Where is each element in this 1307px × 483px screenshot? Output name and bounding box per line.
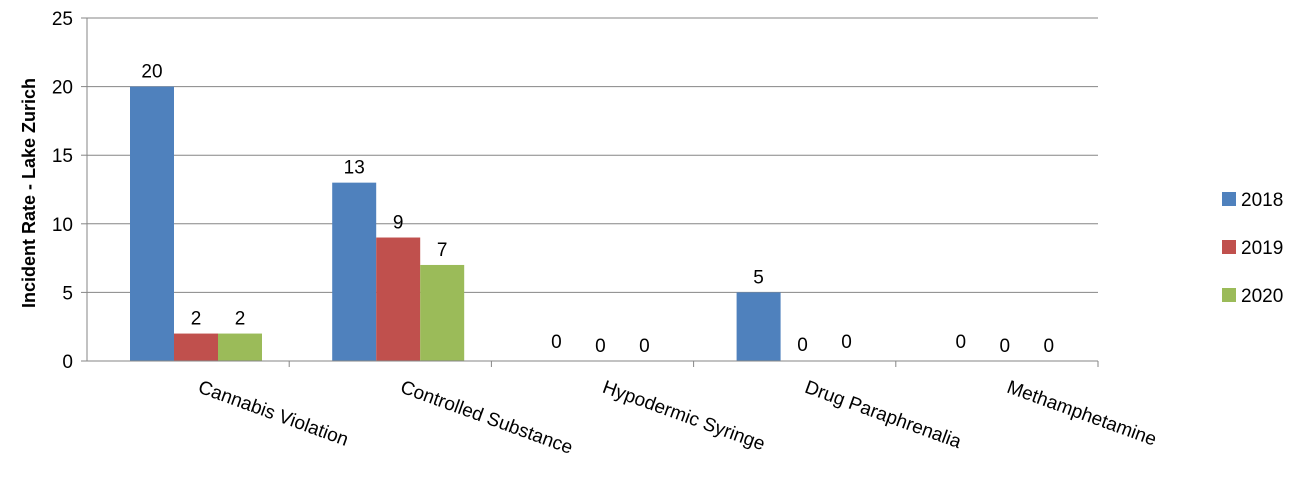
data-label: 0	[956, 332, 967, 353]
legend-label: 2019	[1241, 238, 1283, 259]
data-label: 2	[235, 309, 246, 330]
grid-lines	[87, 17, 1098, 293]
bar	[174, 333, 218, 361]
data-label: 0	[1044, 336, 1055, 357]
category-label: Hypodermic Syringe	[600, 377, 768, 455]
y-tick-label: 15	[52, 146, 73, 167]
legend: 2018 2019 2020	[1222, 190, 1283, 307]
bar	[218, 333, 262, 361]
bar	[376, 237, 421, 361]
data-label: 0	[551, 332, 562, 353]
data-label: 13	[344, 158, 365, 179]
data-label: 0	[797, 335, 808, 356]
data-labels: 20 2 2 13 9 7 0 0 0 5 0 0 0 0 0	[141, 62, 1054, 357]
bar	[420, 264, 465, 361]
data-label: 0	[639, 336, 650, 357]
category-label: Drug Paraphrenalia	[802, 377, 964, 453]
y-axis: 0 5 10 15 20 25	[52, 9, 88, 373]
legend-swatch	[1222, 240, 1236, 254]
category-label: Methamphetamine	[1004, 377, 1159, 451]
data-label: 0	[595, 336, 606, 357]
y-tick-label: 10	[52, 215, 73, 236]
x-axis	[87, 360, 1099, 367]
y-tick-label: 0	[62, 352, 73, 373]
y-tick-label: 5	[62, 283, 73, 304]
legend-label: 2018	[1241, 190, 1283, 211]
legend-label: 2020	[1241, 286, 1283, 307]
data-label: 0	[841, 332, 852, 353]
data-label: 2	[191, 309, 202, 330]
bar	[332, 182, 377, 361]
data-label: 9	[393, 213, 404, 234]
category-label: Cannabis Violation	[195, 377, 351, 451]
bars	[130, 86, 781, 361]
y-axis-label: Incident Rate - Lake Zurich	[19, 78, 39, 308]
data-label: 20	[141, 62, 162, 83]
bar	[130, 86, 174, 361]
data-label: 5	[753, 267, 764, 288]
category-labels: Cannabis Violation Controlled Substance Hy…	[195, 377, 1159, 459]
category-label: Controlled Substance	[397, 377, 575, 459]
y-tick-label: 25	[52, 9, 73, 30]
data-label: 7	[437, 240, 448, 261]
data-label: 0	[1000, 336, 1011, 357]
legend-swatch	[1222, 192, 1236, 206]
y-tick-label: 20	[52, 78, 73, 99]
legend-swatch	[1222, 288, 1236, 302]
bar	[736, 292, 781, 361]
